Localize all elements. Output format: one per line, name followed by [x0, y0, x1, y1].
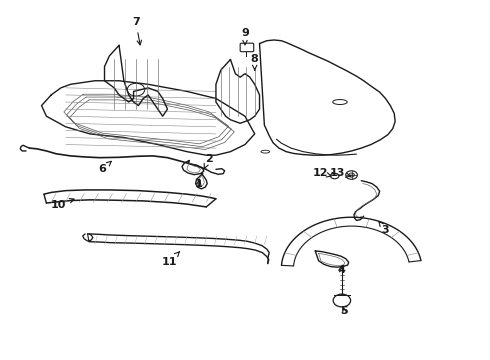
Text: 6: 6	[98, 161, 111, 174]
Text: 5: 5	[341, 306, 348, 316]
Text: 13: 13	[329, 168, 351, 178]
Text: 8: 8	[251, 54, 259, 70]
Circle shape	[349, 173, 354, 177]
Text: 2: 2	[204, 154, 213, 169]
Text: 3: 3	[379, 221, 389, 235]
Text: 9: 9	[241, 28, 249, 45]
Text: 4: 4	[338, 265, 346, 275]
Text: 10: 10	[51, 199, 74, 210]
Text: 7: 7	[132, 17, 142, 45]
Text: 11: 11	[162, 252, 179, 266]
Text: 1: 1	[195, 179, 203, 189]
Text: 12: 12	[312, 168, 331, 178]
